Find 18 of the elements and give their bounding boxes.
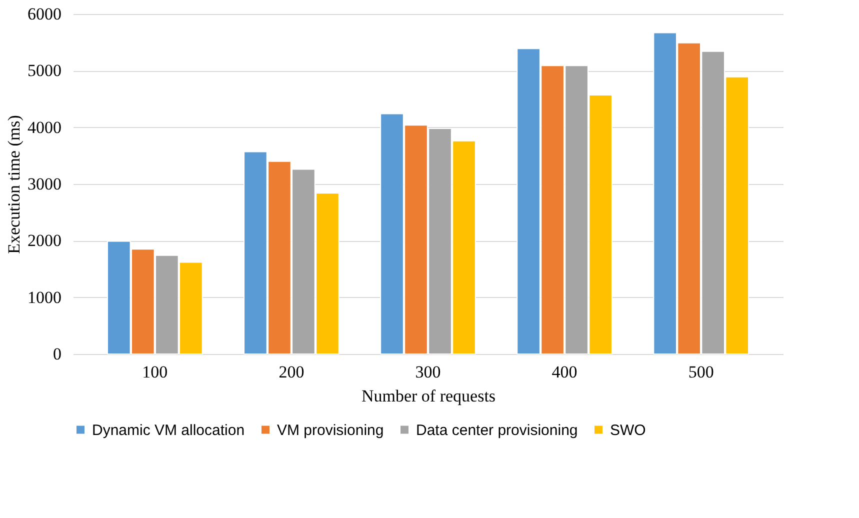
y-tick-label: 0 [53, 344, 62, 364]
y-axis-title: Execution time (ms) [4, 115, 24, 254]
y-tick-label: 1000 [28, 288, 62, 307]
x-tick-label: 200 [278, 362, 304, 382]
y-tick-label: 6000 [28, 4, 62, 24]
x-tick-label: 300 [415, 362, 441, 382]
y-tick-label: 5000 [28, 61, 62, 80]
y-tick-label: 2000 [28, 231, 62, 250]
x-axis-title: Number of requests [361, 386, 496, 406]
x-tick-label: 400 [552, 362, 578, 382]
legend-label: Data center provisioning [416, 422, 578, 439]
legend-label: SWO [610, 422, 646, 439]
x-tick-label: 500 [688, 362, 714, 382]
x-tick-label: 100 [142, 362, 168, 382]
legend-label: VM provisioning [277, 422, 384, 439]
y-tick-label: 4000 [28, 118, 62, 137]
y-tick-label: 3000 [28, 174, 62, 194]
legend-label: Dynamic VM allocation [92, 422, 245, 439]
